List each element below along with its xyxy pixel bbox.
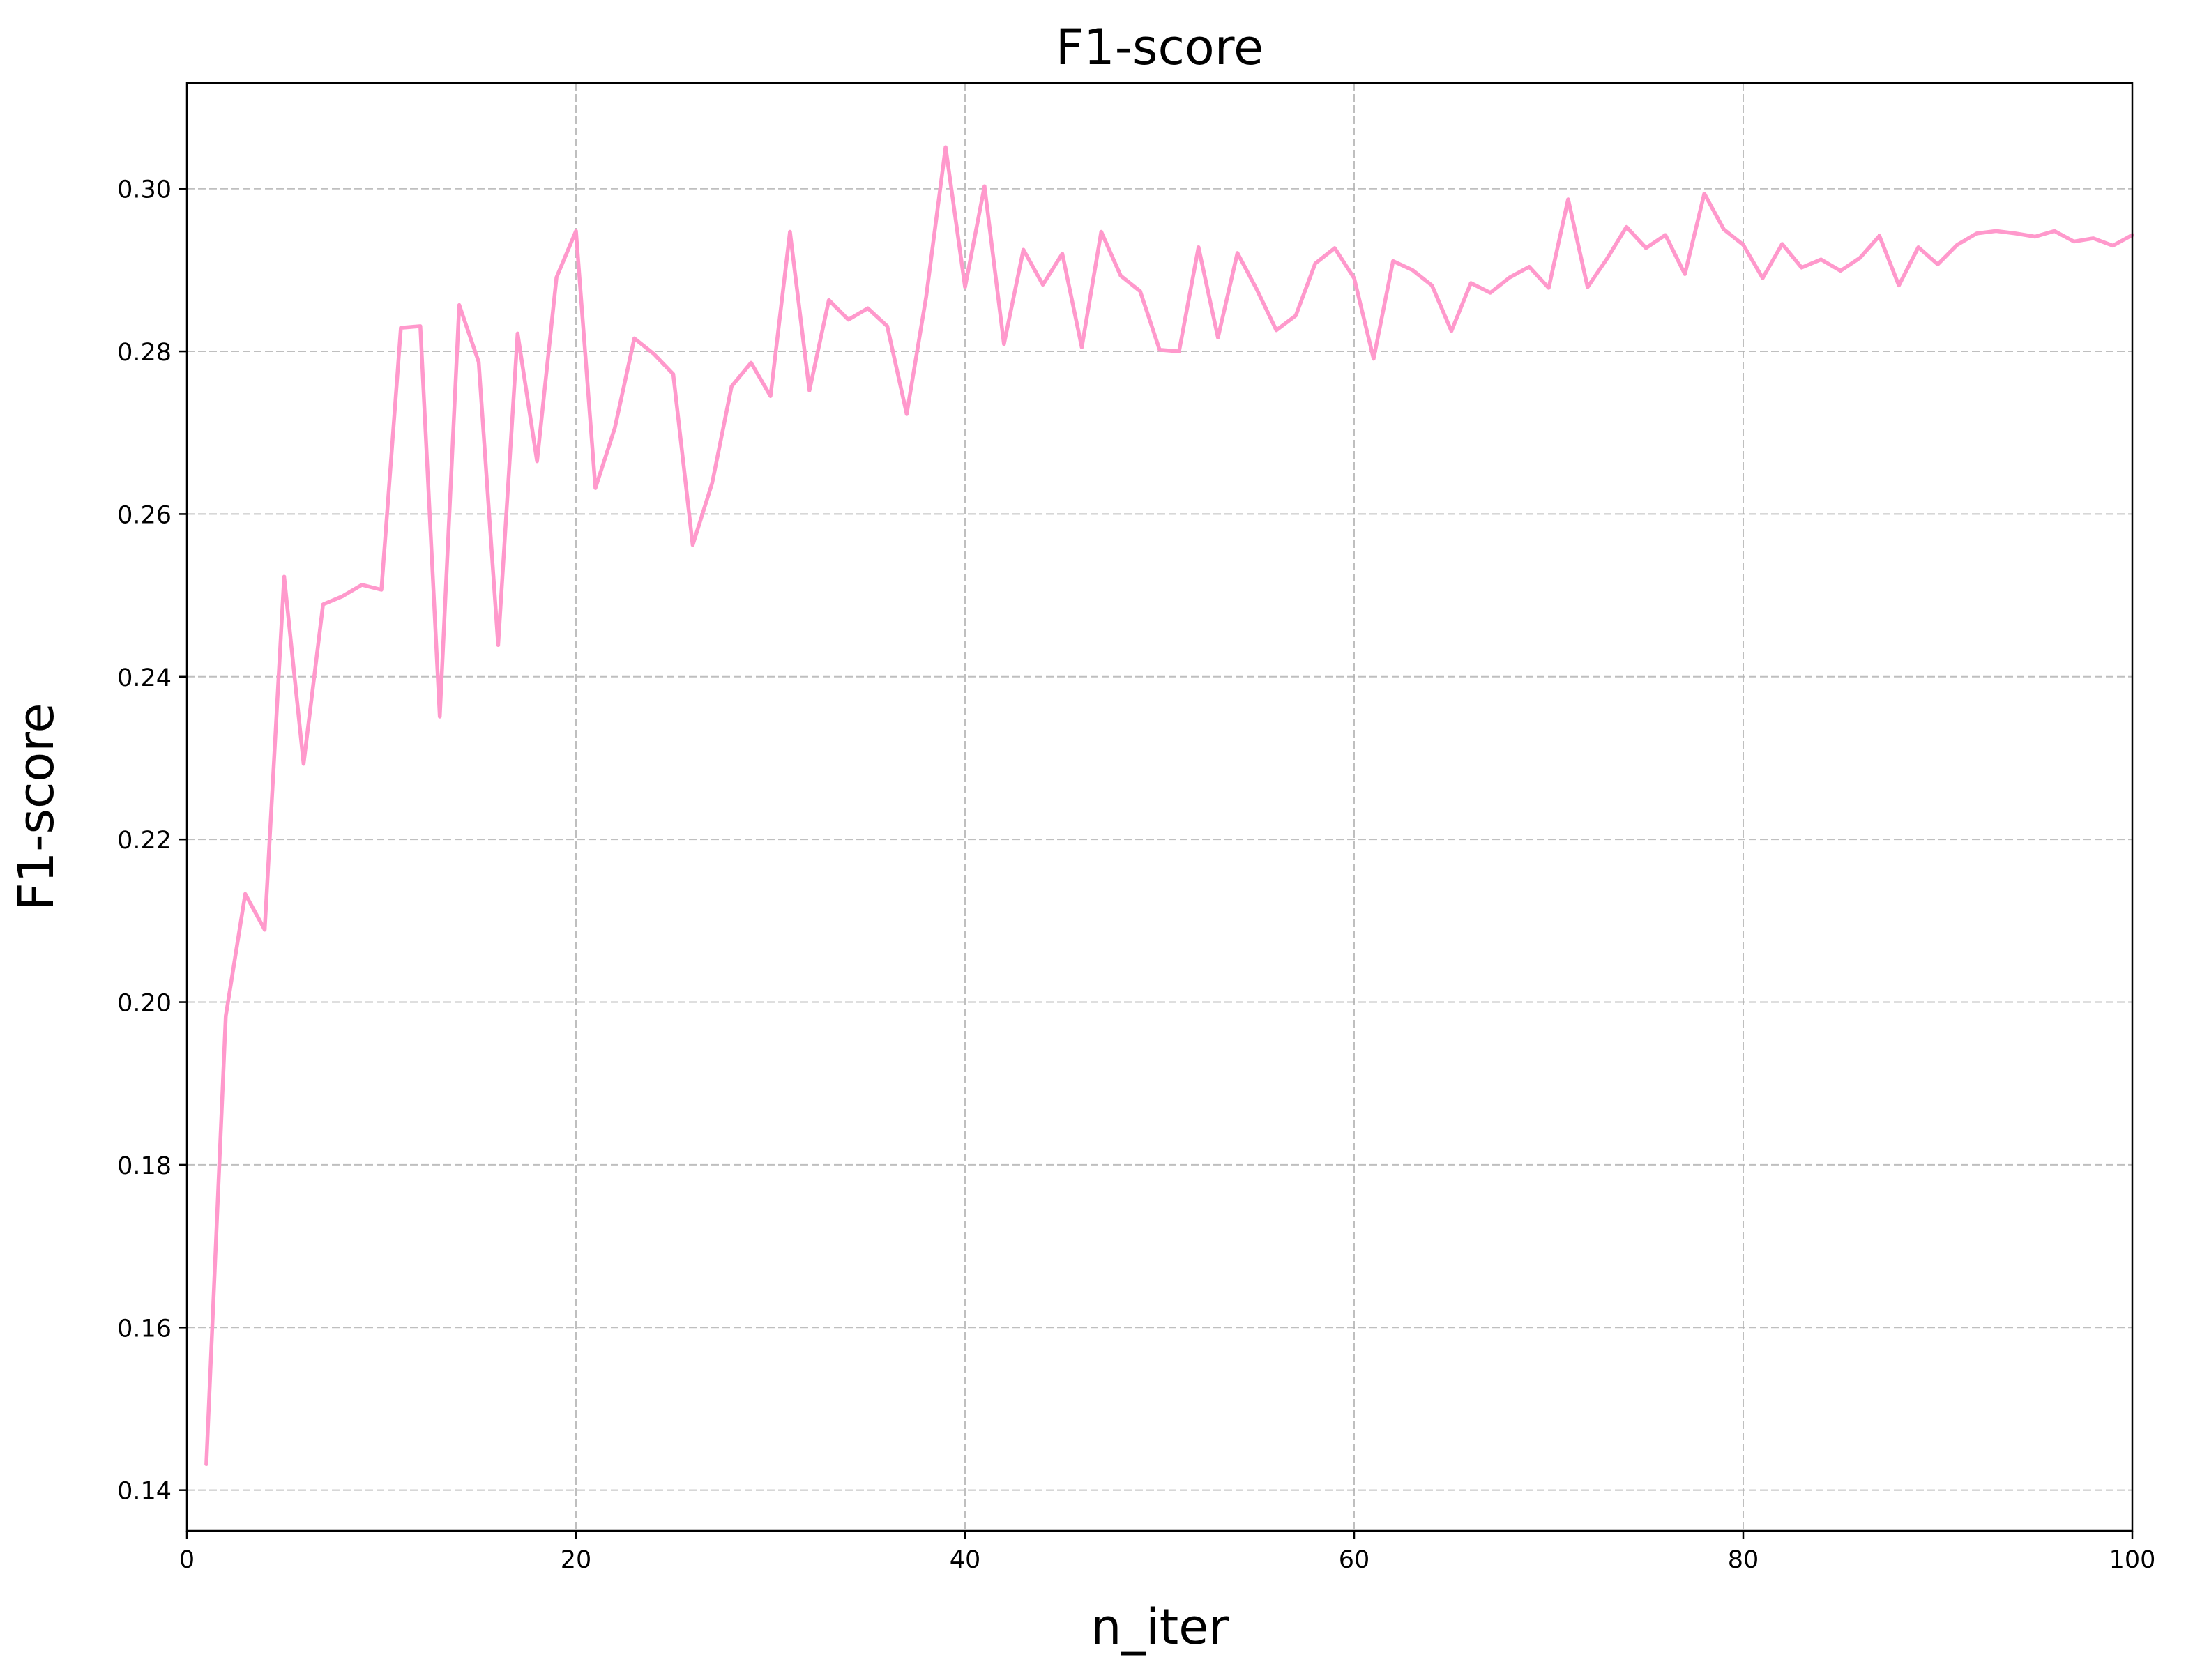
y-tick-label: 0.24 [117,664,172,692]
y-tick-label: 0.18 [117,1152,172,1180]
axis-ticks: 0 20 40 60 80 100 0.14 0.16 0.18 0.20 0.22 0.24 0.26… [117,176,2155,1574]
x-axis-label: n_iter [1091,1598,1229,1656]
x-tick-label: 80 [1728,1546,1759,1574]
y-tick-label: 0.16 [117,1315,172,1343]
y-tick-label: 0.22 [117,827,172,855]
series-layer [204,145,2134,1467]
y-tick-label: 0.20 [117,990,172,1018]
x-tick-label: 20 [561,1546,592,1574]
y-tick-label: 0.28 [117,339,172,367]
y-axis-label: F1-score [8,703,65,910]
x-tick-label: 40 [950,1546,981,1574]
y-tick-label: 0.14 [117,1478,172,1506]
x-tick-label: 60 [1339,1546,1370,1574]
series-line [204,145,2134,1467]
y-tick-label: 0.26 [117,501,172,529]
x-tick-label: 0 [179,1546,195,1574]
x-tick-label: 100 [2109,1546,2156,1574]
y-tick-label: 0.30 [117,176,172,204]
plot-frame [185,82,2134,1532]
chart-title: F1-score [1056,19,1263,76]
